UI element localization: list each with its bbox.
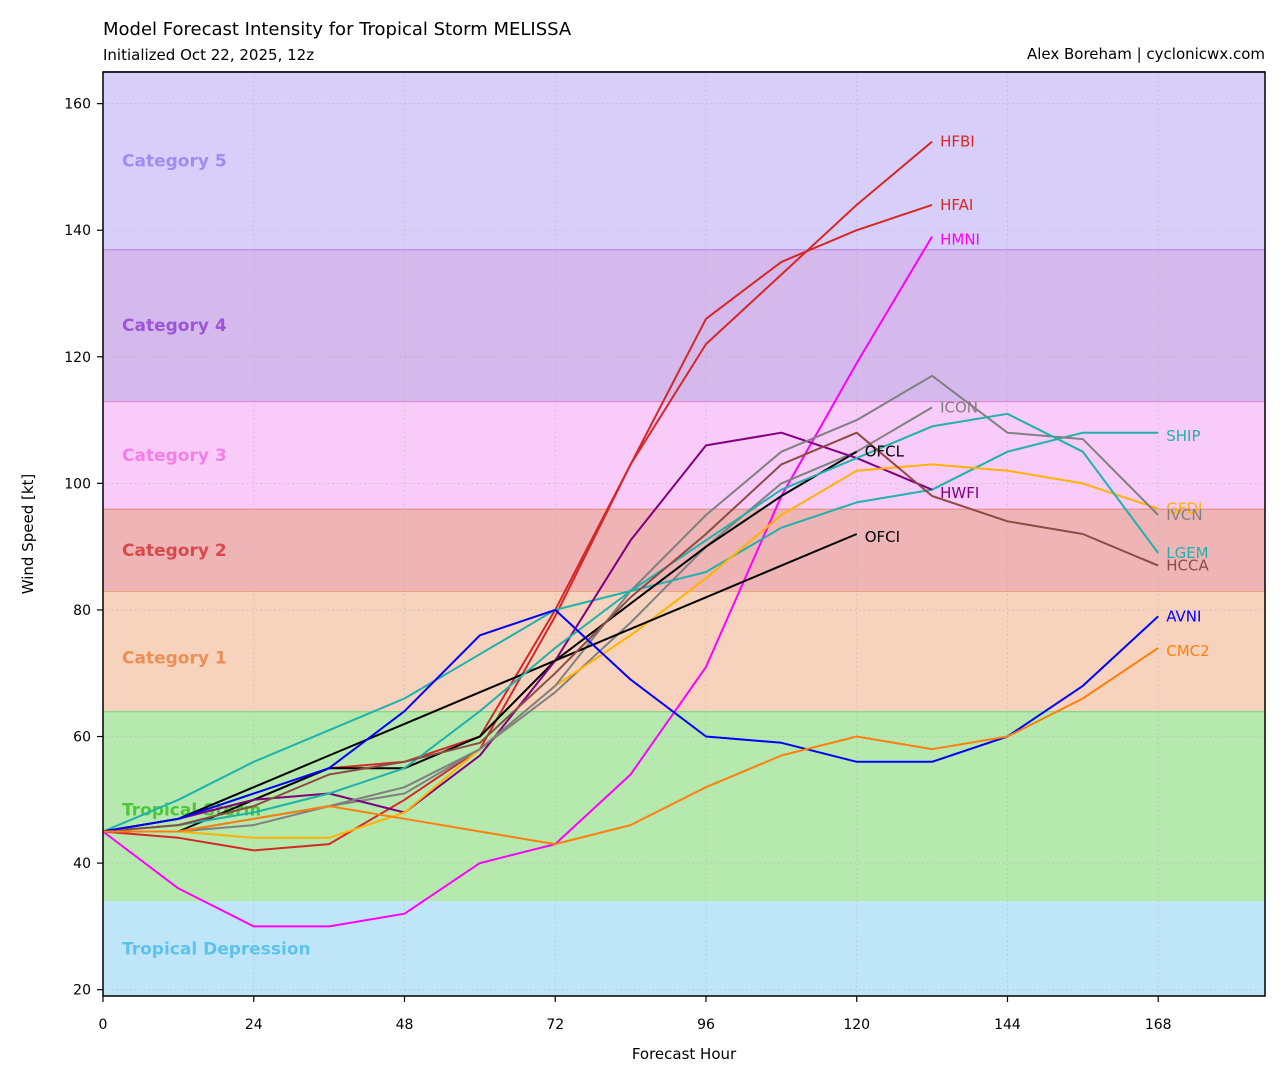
series-line-icon xyxy=(103,406,933,833)
series-label-lgem: LGEM xyxy=(1166,544,1208,562)
x-axis: 0 24 48 72 96 120 144 168 xyxy=(99,996,1172,1033)
band-category-5 xyxy=(103,72,1265,250)
series-label-hcca: HCCA xyxy=(1166,557,1209,575)
category-labels: Tropical Depression Tropical Storm Categor… xyxy=(122,152,311,960)
y-tick-label-160: 160 xyxy=(64,97,91,113)
y-tick-label-100: 100 xyxy=(64,476,91,492)
y-axis: 20 40 60 80 100 120 140 160 xyxy=(64,97,103,999)
category-label-category-2: Category 2 xyxy=(122,541,227,561)
chart-title: Model Forecast Intensity for Tropical St… xyxy=(103,19,572,40)
category-bands xyxy=(103,71,1265,996)
series-label-ofcl: OFCL xyxy=(865,443,905,461)
series-label-ofci: OFCI xyxy=(865,528,900,546)
y-tick-label-40: 40 xyxy=(73,856,91,872)
x-tick-label-24: 24 xyxy=(245,1017,263,1033)
series-line-ofci xyxy=(102,533,858,833)
x-tick-label-0: 0 xyxy=(99,1017,108,1033)
band-category-4 xyxy=(103,249,1265,402)
x-tick-label-96: 96 xyxy=(697,1017,715,1033)
series-line-gfdi xyxy=(103,463,1159,839)
series-label-hfbi: HFBI xyxy=(940,133,975,151)
x-axis-label: Forecast Hour xyxy=(632,1045,737,1063)
x-tick-label-120: 120 xyxy=(843,1017,870,1033)
series-label-cmc2: CMC2 xyxy=(1166,642,1209,660)
band-tropical-depression xyxy=(103,901,1265,996)
series-label-icon: ICON xyxy=(940,398,978,416)
series-label-avni: AVNI xyxy=(1166,607,1201,625)
y-tick-label-120: 120 xyxy=(64,350,91,366)
plot-frame xyxy=(102,71,1266,997)
x-tick-label-72: 72 xyxy=(546,1017,564,1033)
series-line-ofcl xyxy=(103,450,858,833)
series-label-hfai: HFAI xyxy=(940,196,973,214)
y-tick-label-80: 80 xyxy=(73,603,91,619)
category-label-category-3: Category 3 xyxy=(122,446,227,466)
band-category-3 xyxy=(103,401,1265,509)
chart-credit: Alex Boreham | cyclonicwx.com xyxy=(1027,45,1265,63)
series-label-hwfi: HWFI xyxy=(940,484,979,502)
series-label-ship: SHIP xyxy=(1166,427,1200,445)
chart-subtitle: Initialized Oct 22, 2025, 12z xyxy=(103,46,314,64)
series-label-hmni: HMNI xyxy=(940,231,980,249)
series-line-hfai xyxy=(102,140,933,852)
series-line-hmni xyxy=(102,235,933,928)
x-tick-label-48: 48 xyxy=(396,1017,414,1033)
band-category-1 xyxy=(103,590,1265,712)
x-tick-label-144: 144 xyxy=(994,1017,1021,1033)
y-tick-label-140: 140 xyxy=(64,223,91,239)
x-tick-label-168: 168 xyxy=(1145,1017,1172,1033)
category-label-tropical-storm: Tropical Storm xyxy=(122,800,261,820)
band-category-2 xyxy=(103,508,1265,591)
series-line-avni xyxy=(102,608,1159,833)
category-label-tropical-depression: Tropical Depression xyxy=(122,940,311,960)
category-label-category-1: Category 1 xyxy=(122,648,227,668)
series-line-hcca xyxy=(102,431,1159,833)
series-line-cmc2 xyxy=(103,647,1159,846)
series-label-gfdi: GFDI xyxy=(1166,500,1202,518)
category-label-category-4: Category 4 xyxy=(122,316,227,336)
series-line-lgem xyxy=(102,412,1160,833)
y-axis-label: Wind Speed [kt] xyxy=(19,474,37,595)
grid-lines xyxy=(102,72,1265,996)
y-tick-label-20: 20 xyxy=(73,983,91,999)
category-label-category-5: Category 5 xyxy=(122,152,227,172)
series-lines xyxy=(102,140,1160,928)
series-label-ivcn: IVCN xyxy=(1166,506,1202,524)
y-tick-label-60: 60 xyxy=(73,730,91,746)
